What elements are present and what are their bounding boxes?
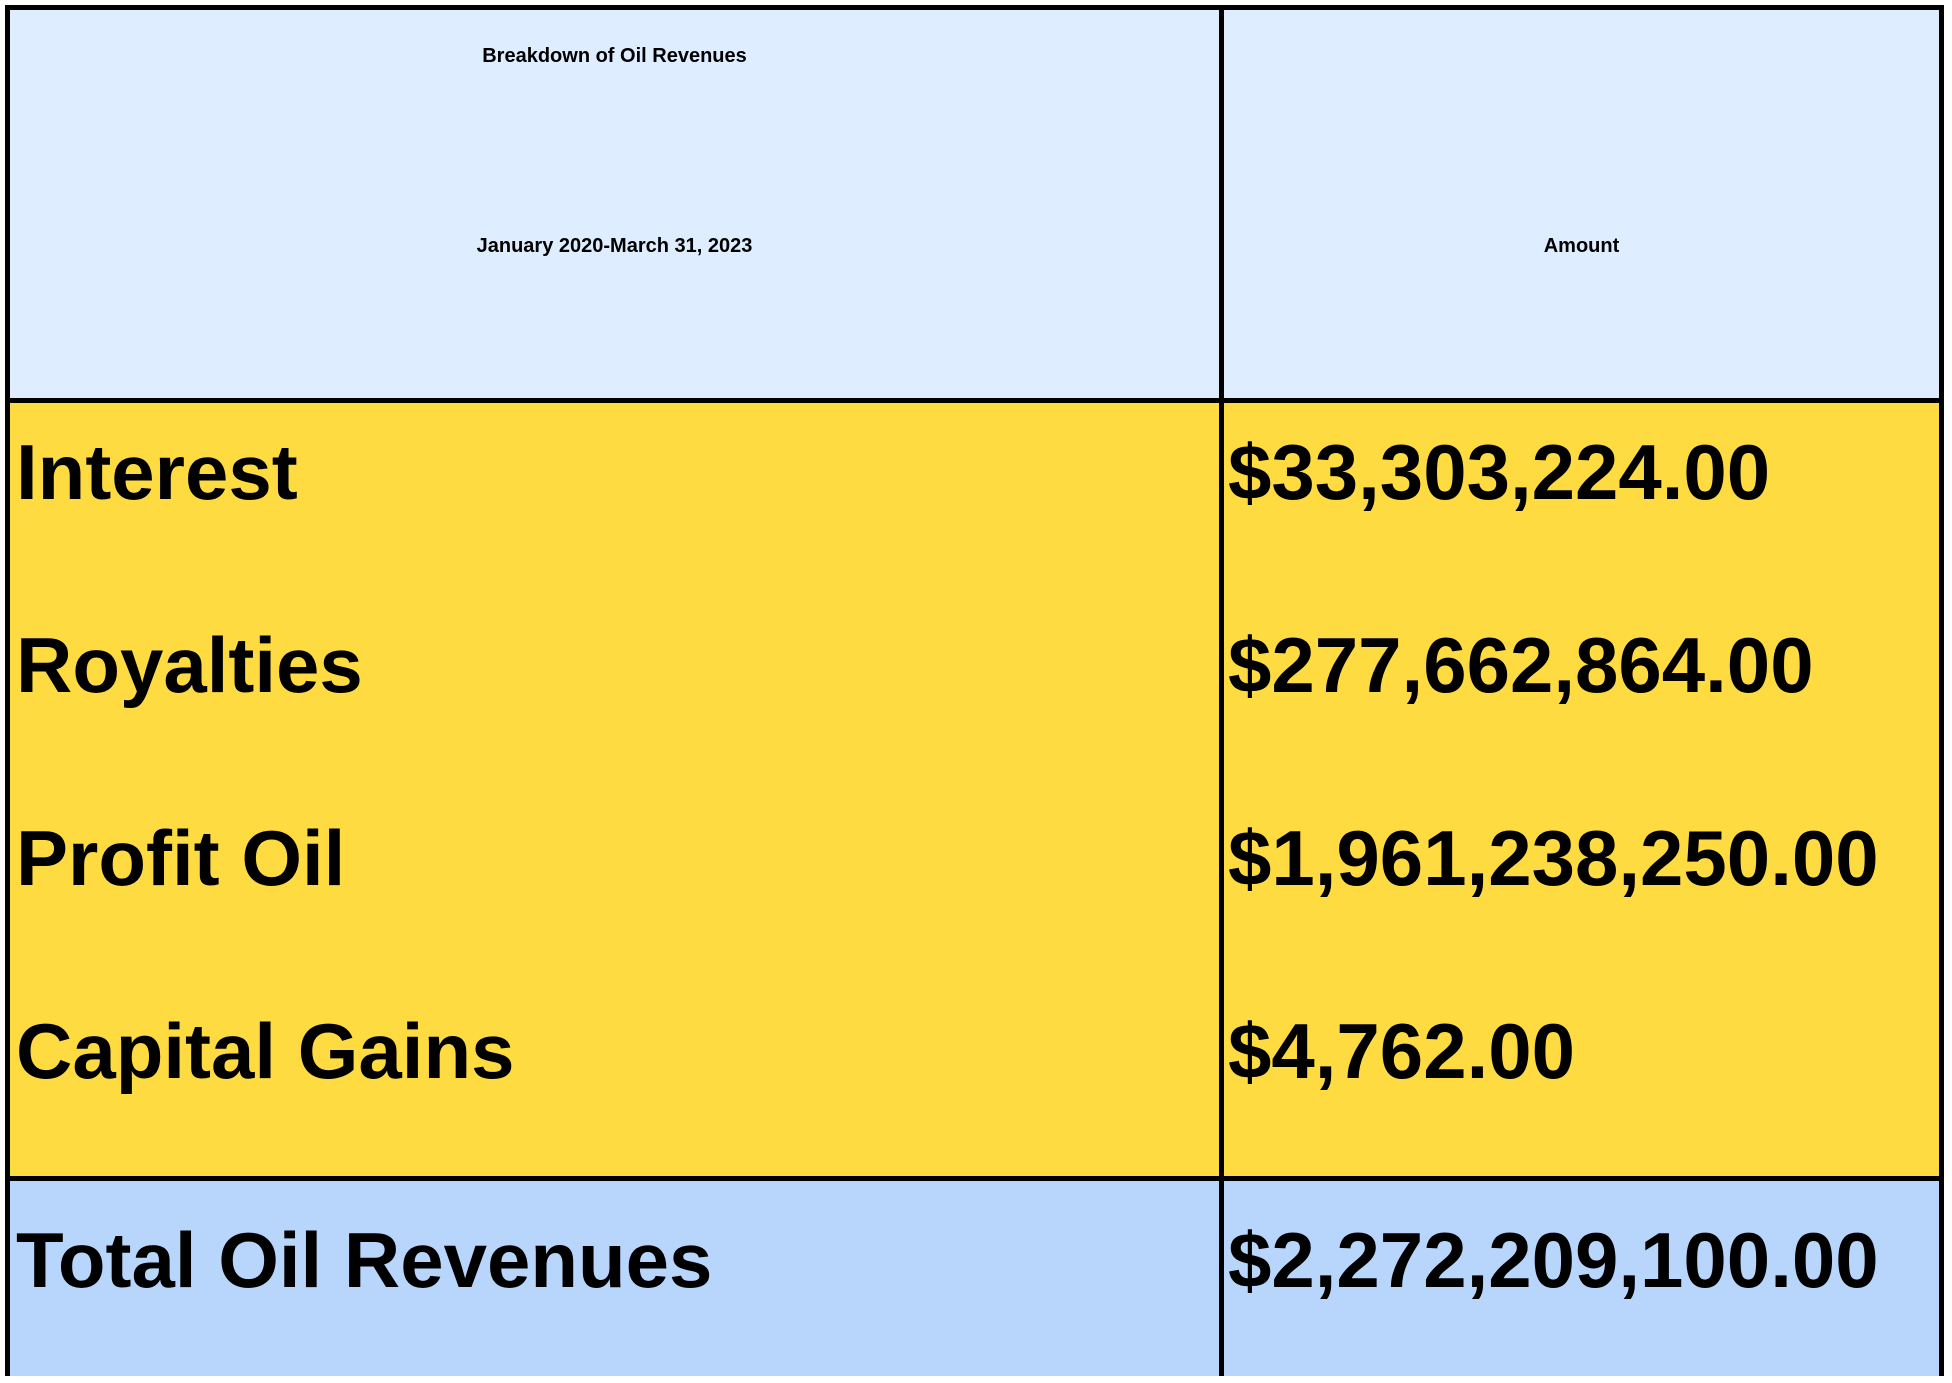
total-amount: $2,272,209,100.00 [1228, 1216, 1879, 1304]
header-amount-cell: Amount [1219, 10, 1939, 398]
row-amount-cell: $277,662,864.00 [1219, 596, 1939, 789]
row-label: Royalties [16, 621, 363, 709]
table-row: Profit Oil $1,961,238,250.00 [10, 789, 1939, 982]
amount-column-header: Amount [1543, 235, 1620, 257]
row-label: Capital Gains [16, 1007, 515, 1095]
row-amount: $33,303,224.00 [1228, 428, 1771, 516]
row-amount: $1,961,238,250.00 [1228, 814, 1879, 902]
row-amount-cell: $4,762.00 [1219, 982, 1939, 1176]
header-title-cell: Breakdown of Oil Revenues January 2020-M… [10, 10, 1219, 398]
table-title: Breakdown of Oil Revenues [482, 45, 747, 67]
row-label-cell: Profit Oil [10, 789, 1219, 982]
row-label-cell: Capital Gains [10, 982, 1219, 1176]
row-label: Interest [16, 428, 298, 516]
table-header-row: Breakdown of Oil Revenues January 2020-M… [10, 10, 1939, 403]
table-row: Royalties $277,662,864.00 [10, 596, 1939, 789]
row-label-cell: Interest [10, 403, 1219, 596]
total-amount-cell: $2,272,209,100.00 [1219, 1181, 1939, 1376]
row-amount: $4,762.00 [1228, 1007, 1576, 1095]
total-label: Total Oil Revenues [16, 1216, 713, 1304]
total-row: Total Oil Revenues $2,272,209,100.00 [10, 1176, 1939, 1376]
table-row: Capital Gains $4,762.00 [10, 982, 1939, 1176]
row-label: Profit Oil [16, 814, 346, 902]
row-amount-cell: $33,303,224.00 [1219, 403, 1939, 596]
table-subtitle-period: January 2020-March 31, 2023 [476, 235, 753, 257]
row-amount-cell: $1,961,238,250.00 [1219, 789, 1939, 982]
oil-revenues-table: Breakdown of Oil Revenues January 2020-M… [5, 5, 1944, 1376]
row-label-cell: Royalties [10, 596, 1219, 789]
total-label-cell: Total Oil Revenues [10, 1181, 1219, 1376]
table-row: Interest $33,303,224.00 [10, 403, 1939, 596]
row-amount: $277,662,864.00 [1228, 621, 1814, 709]
